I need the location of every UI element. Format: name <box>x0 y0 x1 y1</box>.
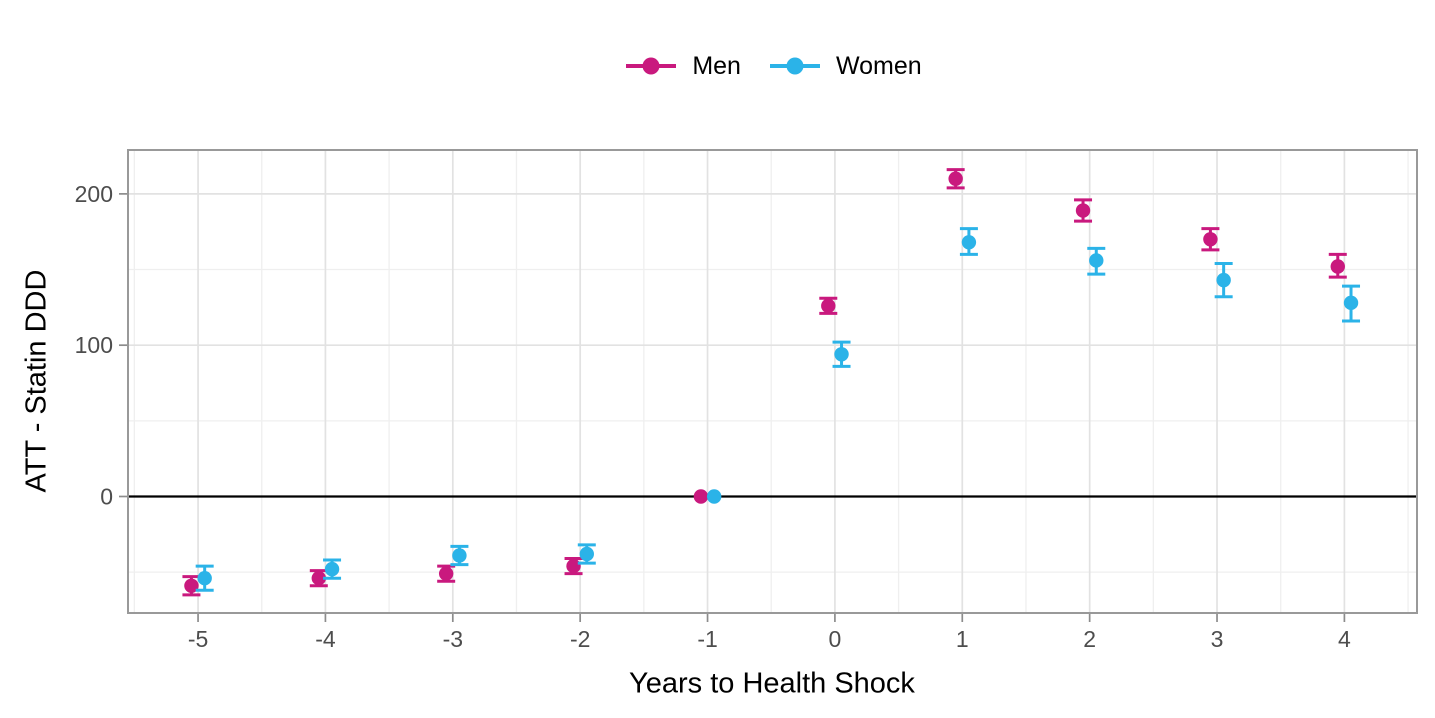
men-point <box>1330 259 1345 274</box>
men-point <box>693 489 709 504</box>
men-point <box>566 558 581 574</box>
y-tick-label: 100 <box>75 332 113 358</box>
panel-border <box>127 149 1418 614</box>
women-point-key-icon <box>769 57 820 75</box>
legend-item-men: Men <box>623 53 741 79</box>
x-tick-label: 1 <box>956 626 969 652</box>
men-point <box>821 298 836 314</box>
legend-label-men: Men <box>692 51 741 80</box>
x-tick-label: 2 <box>1083 626 1096 652</box>
x-tick-label: -4 <box>315 626 336 652</box>
y-axis-title: ATT - Statin DDD <box>20 269 53 493</box>
x-axis-title: Years to Health Shock <box>629 667 915 700</box>
women-point <box>961 235 977 250</box>
women-point <box>1089 253 1104 268</box>
women-point <box>579 546 594 562</box>
men-point <box>1075 203 1091 218</box>
men-point <box>1203 232 1218 247</box>
x-tick-label: -3 <box>443 626 463 652</box>
legend-item-women: Women <box>767 53 922 79</box>
legend-label-women: Women <box>835 51 922 80</box>
legend: Men Women <box>128 50 1417 82</box>
women-point <box>1343 295 1359 311</box>
x-tick-label: 4 <box>1338 626 1351 652</box>
women-point <box>197 570 212 586</box>
men-point <box>184 578 199 593</box>
men-point <box>311 570 327 586</box>
x-tick-label: -1 <box>697 626 717 652</box>
men-point <box>948 171 963 186</box>
women-point <box>1216 272 1231 288</box>
men-point <box>438 566 454 581</box>
women-point <box>324 561 340 577</box>
women-point <box>834 347 849 362</box>
x-tick-label: 3 <box>1211 626 1224 652</box>
x-tick-label: -5 <box>188 626 208 652</box>
women-point <box>706 489 722 504</box>
y-tick-label: 200 <box>75 181 113 207</box>
x-tick-label: -2 <box>570 626 590 652</box>
y-tick-label: 0 <box>100 483 113 509</box>
x-tick-label: 0 <box>829 626 842 652</box>
women-point <box>452 548 467 563</box>
men-point-key-icon <box>626 57 677 75</box>
